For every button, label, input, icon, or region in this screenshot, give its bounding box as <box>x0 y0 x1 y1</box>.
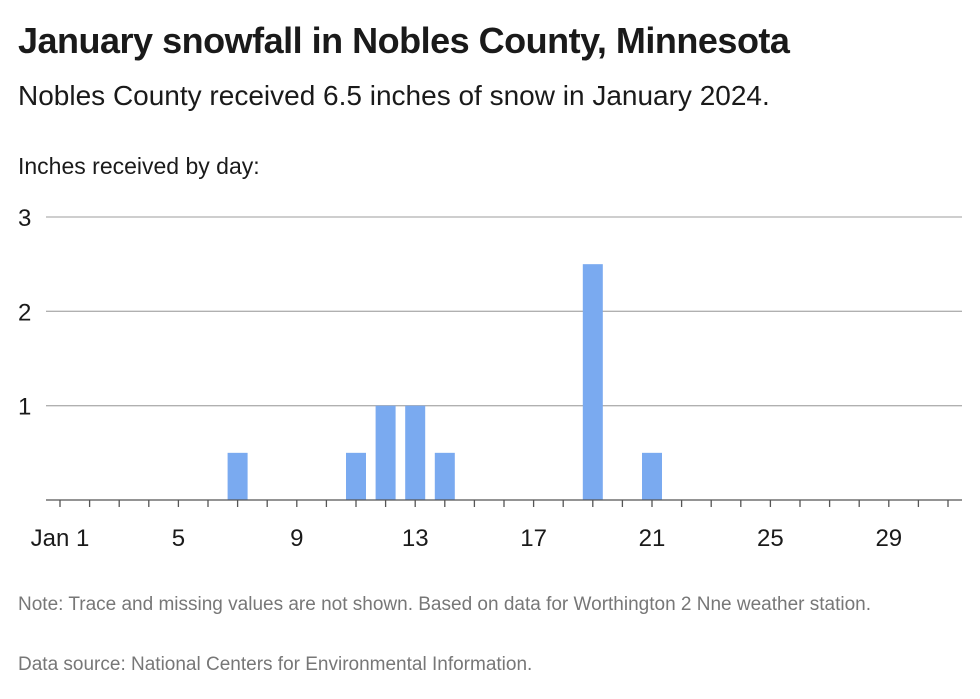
x-axis <box>46 499 962 507</box>
bar-jan-19 <box>582 264 603 500</box>
bar-jan-14 <box>434 452 455 500</box>
x-tick-label: 29 <box>875 525 902 552</box>
x-tick-label: 13 <box>402 525 429 552</box>
x-tick-label: 25 <box>757 525 784 552</box>
y-tick-label: 2 <box>18 299 31 326</box>
chart-subtitle: Nobles County received 6.5 inches of sno… <box>18 80 770 111</box>
chart-note: Note: Trace and missing values are not s… <box>18 594 872 615</box>
x-tick-label: 21 <box>639 525 666 552</box>
x-tick-label: 17 <box>520 525 547 552</box>
tick-labels: 1 2 3 Jan 1 5 9 13 17 21 25 29 <box>18 205 902 552</box>
bar-chart: 1 2 3 Jan 1 5 9 13 17 21 25 29 <box>18 205 962 552</box>
bars <box>227 264 662 500</box>
y-tick-label: 3 <box>18 205 31 232</box>
bar-jan-21 <box>642 452 662 500</box>
chart-title: January snowfall in Nobles County, Minne… <box>18 20 790 61</box>
x-tick-label: 5 <box>172 525 185 552</box>
bar-jan-13 <box>405 405 426 500</box>
data-source: Data source: National Centers for Enviro… <box>18 654 533 675</box>
x-tick-label: 9 <box>290 525 303 552</box>
bar-jan-7 <box>227 452 248 500</box>
x-tick-label: Jan 1 <box>31 525 90 552</box>
bar-jan-12 <box>375 405 396 500</box>
y-axis-label: Inches received by day: <box>18 153 260 179</box>
gridlines <box>46 216 962 407</box>
bar-jan-11 <box>346 452 366 500</box>
y-tick-label: 1 <box>18 394 31 421</box>
